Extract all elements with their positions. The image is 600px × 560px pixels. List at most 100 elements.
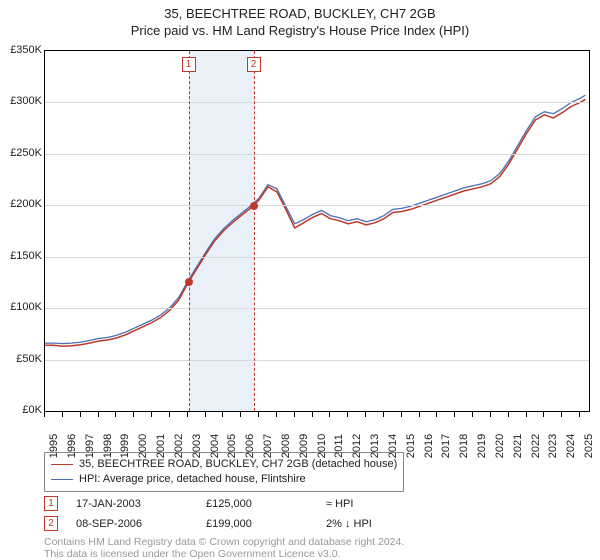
x-tick	[98, 412, 99, 417]
legend-label: 35, BEECHTREE ROAD, BUCKLEY, CH7 2GB (de…	[79, 457, 397, 472]
x-tick	[490, 412, 491, 417]
x-axis-label: 2005	[226, 434, 238, 458]
x-tick	[436, 412, 437, 417]
sale-row: 2 08-SEP-2006 £199,000 2% ↓ HPI	[44, 516, 372, 531]
x-axis-label: 2002	[173, 434, 185, 458]
x-tick	[205, 412, 206, 417]
x-tick	[115, 412, 116, 417]
x-tick	[543, 412, 544, 417]
sale-date: 08-SEP-2006	[76, 518, 206, 530]
x-axis-label: 1996	[66, 434, 78, 458]
title-block: 35, BEECHTREE ROAD, BUCKLEY, CH7 2GB Pri…	[0, 0, 600, 38]
series-line	[45, 99, 585, 346]
x-axis-label: 1999	[119, 434, 131, 458]
x-axis-label: 2015	[405, 434, 417, 458]
y-axis-label: £300K	[2, 95, 42, 107]
chart-subtitle: Price paid vs. HM Land Registry's House …	[0, 23, 600, 38]
x-tick	[508, 412, 509, 417]
x-axis-label: 2021	[512, 434, 524, 458]
legend-swatch	[51, 479, 73, 480]
x-axis-label: 2007	[262, 434, 274, 458]
y-axis-label: £150K	[2, 250, 42, 262]
x-tick	[329, 412, 330, 417]
x-axis-label: 2000	[137, 434, 149, 458]
sale-date: 17-JAN-2003	[76, 498, 206, 510]
y-axis-label: £100K	[2, 301, 42, 313]
x-axis-label: 2020	[494, 434, 506, 458]
x-tick	[258, 412, 259, 417]
series-line	[45, 95, 585, 343]
x-tick	[222, 412, 223, 417]
x-axis-label: 1997	[84, 434, 96, 458]
y-axis-label: £50K	[2, 353, 42, 365]
sale-delta: ≈ HPI	[326, 498, 353, 510]
x-tick	[526, 412, 527, 417]
sale-marker-box: 1	[44, 496, 58, 511]
x-tick	[401, 412, 402, 417]
sale-delta: 2% ↓ HPI	[326, 518, 372, 530]
x-axis-label: 2012	[351, 434, 363, 458]
sale-marker-line	[254, 51, 255, 411]
x-tick	[80, 412, 81, 417]
x-axis-label: 2014	[387, 434, 399, 458]
x-tick	[472, 412, 473, 417]
sale-marker-label: 2	[247, 57, 261, 72]
sale-data-point	[185, 278, 193, 286]
x-axis-label: 2003	[191, 434, 203, 458]
sale-price: £125,000	[206, 498, 326, 510]
legend-item: 35, BEECHTREE ROAD, BUCKLEY, CH7 2GB (de…	[51, 457, 397, 472]
plot-area: 12	[44, 50, 590, 412]
y-axis-label: £0K	[2, 404, 42, 416]
legend-swatch	[51, 464, 73, 465]
x-axis-label: 2008	[280, 434, 292, 458]
sale-data-point	[250, 202, 258, 210]
x-tick	[133, 412, 134, 417]
gridline	[45, 205, 589, 206]
x-tick	[365, 412, 366, 417]
gridline	[45, 154, 589, 155]
x-axis-label: 2004	[209, 434, 221, 458]
x-axis-label: 2006	[244, 434, 256, 458]
legend-item: HPI: Average price, detached house, Flin…	[51, 472, 397, 487]
x-tick	[561, 412, 562, 417]
x-tick	[347, 412, 348, 417]
x-tick	[44, 412, 45, 417]
footer-attribution: Contains HM Land Registry data © Crown c…	[44, 536, 404, 560]
x-tick	[187, 412, 188, 417]
x-axis-label: 2011	[333, 434, 345, 458]
sale-marker-label: 1	[182, 57, 196, 72]
footer-line: Contains HM Land Registry data © Crown c…	[44, 536, 404, 548]
x-tick	[62, 412, 63, 417]
x-axis-label: 1998	[102, 434, 114, 458]
gridline	[45, 360, 589, 361]
x-axis-label: 2024	[565, 434, 577, 458]
y-axis-label: £200K	[2, 198, 42, 210]
x-axis-label: 2018	[458, 434, 470, 458]
x-axis-label: 2016	[423, 434, 435, 458]
x-tick	[240, 412, 241, 417]
sale-marker-line	[189, 51, 190, 411]
x-tick	[454, 412, 455, 417]
x-axis-label: 2009	[298, 434, 310, 458]
x-tick	[276, 412, 277, 417]
x-tick	[151, 412, 152, 417]
chart-title: 35, BEECHTREE ROAD, BUCKLEY, CH7 2GB	[0, 6, 600, 21]
x-axis-label: 2010	[316, 434, 328, 458]
footer-line: This data is licensed under the Open Gov…	[44, 548, 404, 560]
sale-marker-box: 2	[44, 516, 58, 531]
x-tick	[419, 412, 420, 417]
sale-price: £199,000	[206, 518, 326, 530]
x-tick	[579, 412, 580, 417]
x-axis-label: 2022	[530, 434, 542, 458]
gridline	[45, 102, 589, 103]
line-series-svg	[45, 51, 589, 411]
x-axis-label: 2023	[547, 434, 559, 458]
sale-row: 1 17-JAN-2003 £125,000 ≈ HPI	[44, 496, 353, 511]
gridline	[45, 257, 589, 258]
gridline	[45, 308, 589, 309]
y-axis-label: £350K	[2, 44, 42, 56]
x-axis-label: 2019	[476, 434, 488, 458]
x-tick	[294, 412, 295, 417]
x-axis-label: 1995	[48, 434, 60, 458]
x-tick	[312, 412, 313, 417]
